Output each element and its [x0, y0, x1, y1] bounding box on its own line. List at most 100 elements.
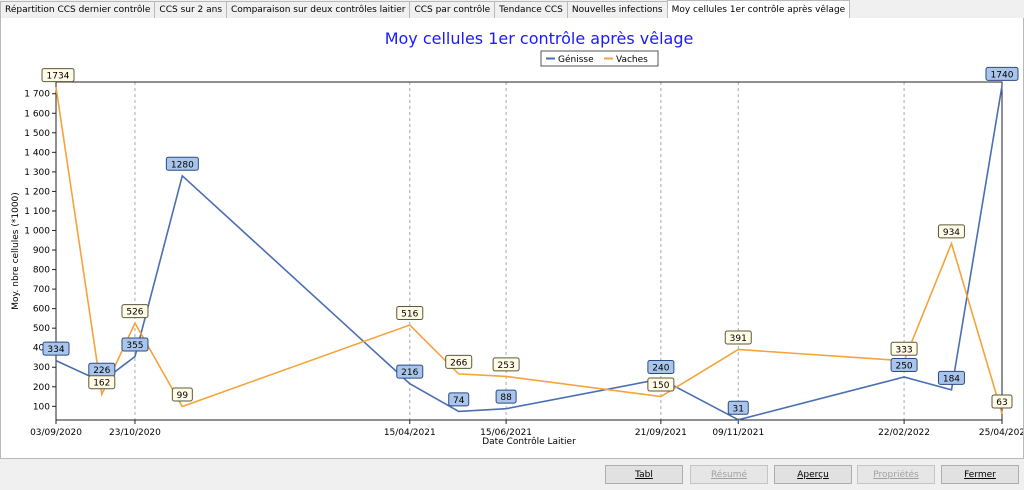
data-label-vaches: 526	[126, 308, 143, 318]
data-label-box-genisse	[121, 337, 149, 352]
y-tick-label: 1 400	[24, 148, 50, 158]
data-label-genisse: 240	[652, 363, 669, 373]
y-tick-label: 300	[33, 363, 50, 373]
data-label-box-genisse	[647, 359, 675, 374]
data-label-genisse: 184	[943, 374, 960, 384]
x-tick-label: 15/04/2021	[384, 428, 436, 438]
proprietes-button[interactable]: Propriétés	[857, 465, 935, 484]
y-tick-label: 800	[33, 266, 50, 276]
data-label-box-genisse	[42, 341, 70, 356]
tab-bar: Répartition CCS dernier contrôle CCS sur …	[0, 0, 1024, 19]
y-tick-label: 400	[33, 344, 50, 354]
tabl-button[interactable]: Tabl	[605, 465, 683, 484]
data-label-box-vaches	[647, 377, 675, 392]
y-tick-label: 100	[33, 402, 50, 412]
apercu-button-label: Aperçu	[797, 469, 829, 480]
tab-4[interactable]: CCS par contrôle	[409, 1, 496, 18]
fermer-button-label: Fermer	[964, 469, 996, 480]
x-tick-label: 03/09/2020	[30, 428, 82, 438]
y-tick-label: 1 100	[24, 207, 50, 217]
y-tick-label: 900	[33, 246, 50, 256]
series-line-vaches	[55, 86, 1003, 414]
x-tick-label: 25/04/202	[979, 428, 1023, 438]
data-label-vaches: 99	[177, 391, 189, 401]
data-label-box-vaches	[171, 387, 193, 402]
x-axis-label: Date Contrôle Laitier	[482, 436, 576, 447]
data-label-box-vaches	[991, 394, 1013, 409]
tab-3[interactable]: Comparaison sur deux contrôles laitier	[226, 1, 411, 18]
data-label-box-vaches	[937, 224, 965, 239]
y-tick-label: 600	[33, 305, 50, 315]
data-label-genisse: 74	[453, 396, 465, 406]
data-label-box-genisse	[396, 364, 424, 379]
data-label-box-genisse	[937, 370, 965, 385]
data-label-vaches: 253	[498, 361, 515, 371]
data-label-vaches: 266	[450, 358, 467, 368]
y-tick-label: 700	[33, 285, 50, 295]
legend-label-vaches: Vaches	[616, 55, 648, 65]
data-label-box-vaches	[396, 306, 424, 321]
proprietes-button-label: Propriétés	[873, 469, 919, 480]
data-label-box-vaches	[88, 375, 116, 390]
resume-button-label: Résumé	[710, 469, 748, 480]
data-label-genisse: 226	[93, 366, 110, 376]
x-tick-label: 21/09/2021	[635, 428, 687, 438]
data-label-vaches: 1734	[47, 72, 70, 82]
x-tick-label: 09/11/2021	[712, 428, 764, 438]
y-tick-label: 1 700	[24, 90, 50, 100]
data-label-vaches: 391	[730, 334, 747, 344]
data-label-box-genisse	[727, 400, 749, 415]
y-tick-label: 500	[33, 324, 50, 334]
tab-2[interactable]: CCS sur 2 ans	[154, 1, 228, 18]
x-tick-label: 23/10/2020	[109, 428, 161, 438]
y-tick-label: 1 300	[24, 168, 50, 178]
chart-panel: Moy cellules 1er contrôle après vêlage Gé…	[0, 18, 1024, 459]
y-axis-label: Moy. nbre cellules (*1000)	[11, 192, 21, 310]
y-tick-label: 1 500	[24, 129, 50, 139]
x-tick-label: 22/02/2022	[878, 428, 930, 438]
y-tick-label: 1 200	[24, 187, 50, 197]
resume-button[interactable]: Résumé	[690, 465, 768, 484]
data-label-box-vaches	[492, 357, 520, 372]
tab-5[interactable]: Tendance CCS	[494, 1, 568, 18]
data-label-box-genisse	[448, 392, 470, 407]
tab-1[interactable]: Répartition CCS dernier contrôle	[0, 1, 156, 18]
data-label-box-vaches	[41, 68, 75, 83]
line-chart: Moy cellules 1er contrôle après vêlage Gé…	[11, 29, 1023, 447]
tab-7[interactable]: Moy cellules 1er contrôle après vêlage	[666, 0, 851, 19]
data-label-vaches: 162	[93, 379, 110, 389]
data-label-vaches: 934	[943, 228, 960, 238]
data-label-box-genisse	[495, 389, 517, 404]
data-label-genisse: 216	[401, 368, 418, 378]
bottom-toolbar: Tabl Résumé Aperçu Propriétés Fermer	[0, 459, 1024, 490]
chart-title: Moy cellules 1er contrôle après vêlage	[385, 29, 694, 48]
apercu-button[interactable]: Aperçu	[774, 465, 852, 484]
data-label-vaches: 63	[996, 398, 1007, 408]
data-label-box-vaches	[121, 304, 149, 319]
data-label-genisse: 88	[500, 393, 512, 403]
data-label-box-vaches	[445, 354, 473, 369]
y-tick-label: 1 600	[24, 109, 50, 119]
tab-6[interactable]: Nouvelles infections	[566, 1, 668, 18]
data-label-box-genisse	[890, 358, 918, 373]
legend-box	[540, 50, 659, 67]
data-label-genisse: 250	[895, 362, 912, 372]
data-label-box-vaches	[890, 341, 918, 356]
data-label-box-genisse	[985, 66, 1019, 81]
plot-frame	[55, 81, 1003, 421]
fermer-button[interactable]: Fermer	[941, 465, 1019, 484]
y-tick-label: 200	[33, 383, 50, 393]
data-label-box-vaches	[724, 330, 752, 345]
data-label-vaches: 333	[895, 345, 912, 355]
data-label-genisse: 1280	[171, 160, 194, 170]
data-label-vaches: 516	[401, 310, 418, 320]
y-tick-label: 1 000	[24, 226, 50, 236]
x-tick-label: 15/06/2021	[480, 428, 532, 438]
series-line-genisse	[55, 85, 1003, 421]
data-label-box-genisse	[165, 156, 199, 171]
tabl-button-label: Tabl	[635, 469, 653, 480]
data-label-genisse: 334	[47, 345, 64, 355]
data-label-vaches: 150	[652, 381, 669, 391]
data-label-genisse: 31	[733, 404, 744, 414]
data-label-genisse: 1740	[991, 70, 1014, 80]
